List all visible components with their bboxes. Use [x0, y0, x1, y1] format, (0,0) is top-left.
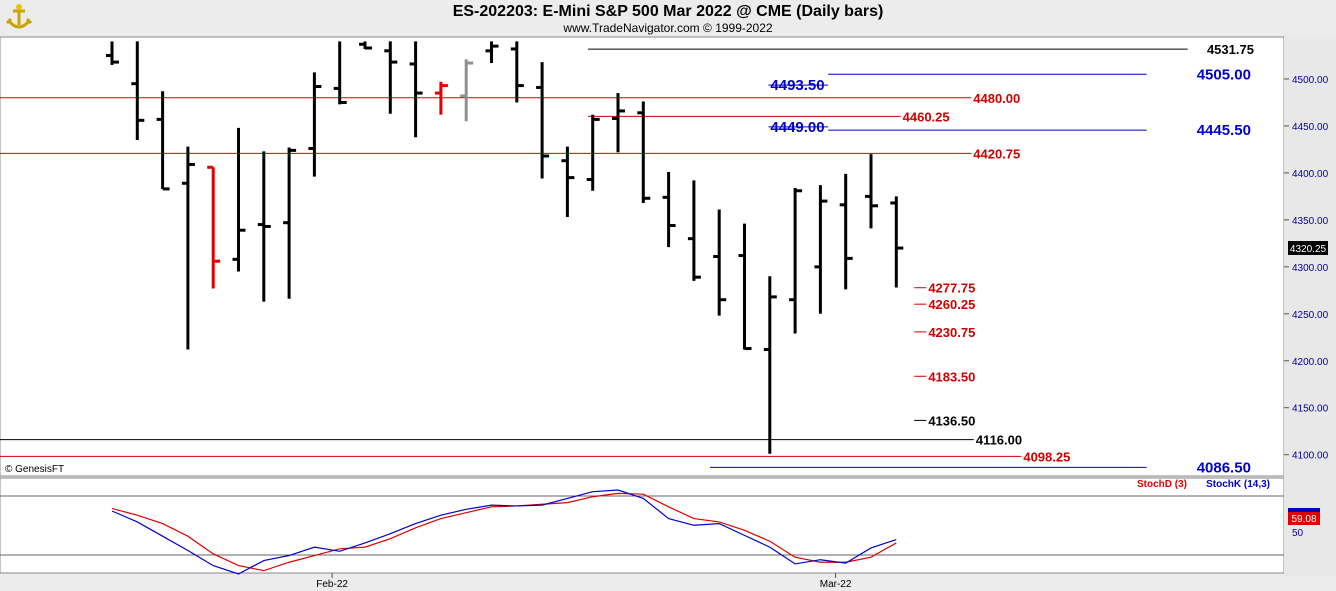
level-label: 4277.75 [928, 281, 975, 296]
ohlc-bar [156, 91, 170, 191]
last-price-badge [1288, 241, 1328, 255]
y-tick-label: 4450.00 [1292, 122, 1329, 133]
ohlc-bar [789, 187, 803, 334]
y-tick-label: 4400.00 [1292, 169, 1329, 180]
ohlc-bar [207, 165, 221, 289]
ohlc-bar [662, 171, 676, 248]
level-label: 4183.50 [928, 369, 975, 384]
ohlc-bar [536, 62, 550, 179]
ohlc-bar [865, 154, 878, 229]
ohlc-bar [637, 101, 651, 203]
level-label: 4136.50 [928, 413, 975, 428]
ohlc-bar [434, 81, 448, 115]
chart-title: ES-202203: E-Mini S&P 500 Mar 2022 @ CME… [452, 3, 884, 20]
stoch-d-badge [1288, 512, 1320, 525]
ohlc-bar [106, 41, 119, 65]
ohlc-bar [181, 146, 195, 350]
ohlc-bar [485, 41, 499, 64]
ohlc-bar [283, 147, 297, 299]
level-label: 4480.00 [973, 91, 1020, 106]
ohlc-bar [384, 41, 398, 114]
stoch-k-line [111, 489, 897, 575]
anchor-trophy-logo-icon [5, 4, 33, 29]
ohlc-bar [586, 114, 600, 191]
ohlc-bar [890, 196, 904, 288]
price-axis [1284, 37, 1336, 576]
stoch-k-legend: StochK (14,3) [1206, 479, 1270, 490]
ohlc-bar [713, 209, 727, 316]
ohlc-bar [814, 185, 828, 314]
ohlc-bar [839, 173, 853, 290]
title-bar: ES-202203: E-Mini S&P 500 Mar 2022 @ CME… [0, 0, 1336, 37]
level-label: 4531.75 [1207, 42, 1254, 57]
ohlc-bar [510, 41, 524, 103]
level-label: 4505.00 [1197, 66, 1251, 83]
stoch-tick-label: 50 [1292, 528, 1304, 539]
ohlc-bar [409, 41, 423, 138]
stoch-panel[interactable] [0, 477, 1285, 574]
stoch-d-line [111, 492, 897, 572]
ohlc-bar [359, 41, 372, 50]
level-label: 4420.75 [973, 146, 1020, 161]
level-label: 4098.25 [1023, 449, 1070, 464]
y-tick-label: 4150.00 [1292, 404, 1329, 415]
level-label: 4460.25 [903, 109, 950, 124]
level-label: 4116.00 [976, 433, 1022, 448]
ohlc-bar [308, 72, 322, 177]
stoch-last-label: 59.08 [1291, 514, 1316, 525]
ohlc-bar [333, 41, 347, 105]
level-label: 4445.50 [1197, 122, 1251, 139]
ohlc-bar [257, 151, 271, 302]
y-tick-label: 4350.00 [1292, 216, 1329, 227]
y-tick-label: 4100.00 [1292, 451, 1329, 462]
ohlc-bar [738, 223, 752, 351]
level-label: 4086.50 [1197, 459, 1251, 476]
ohlc-bar [561, 146, 575, 218]
x-tick-label: Feb-22 [316, 579, 348, 590]
y-tick-label: 4250.00 [1292, 310, 1329, 321]
level-label: 4260.25 [928, 297, 975, 312]
last-price-label: 4320.25 [1290, 244, 1327, 255]
ohlc-bar [687, 180, 701, 281]
y-tick-label: 4200.00 [1292, 357, 1329, 368]
y-tick-label: 4500.00 [1292, 75, 1329, 86]
ohlc-bar [460, 59, 474, 122]
ohlc-bar [131, 41, 145, 141]
chart-subtitle: www.TradeNavigator.com © 1999-2022 [563, 21, 773, 35]
ohlc-bar [232, 127, 246, 272]
stoch-d-legend: StochD (3) [1137, 479, 1187, 490]
x-tick-label: Mar-22 [820, 579, 852, 590]
level-label: 4493.50 [770, 77, 824, 94]
ohlc-bar [612, 93, 625, 153]
level-label: 4230.75 [928, 325, 975, 340]
y-tick-label: 4300.00 [1292, 263, 1329, 274]
level-label: 4449.00 [770, 119, 824, 136]
ohlc-bar [763, 276, 777, 454]
copyright-label: © GenesisFT [5, 464, 64, 475]
